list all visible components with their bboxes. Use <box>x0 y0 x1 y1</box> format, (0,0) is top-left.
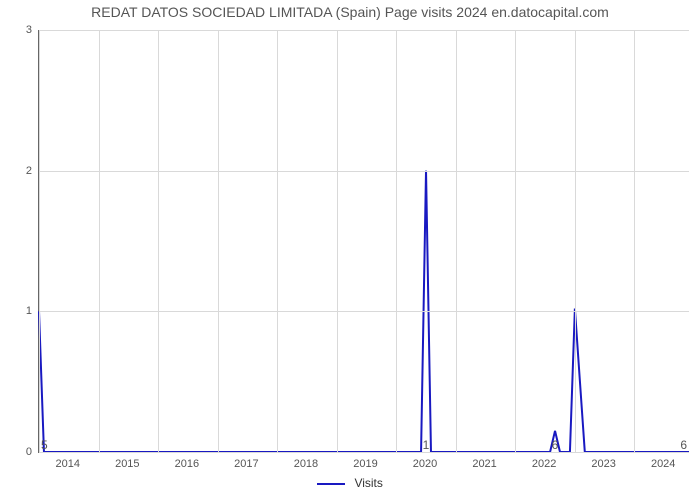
grid-vertical <box>575 30 576 452</box>
legend-label: Visits <box>354 476 382 490</box>
grid-vertical <box>456 30 457 452</box>
x-tick-label: 2016 <box>175 458 199 470</box>
x-tick-label: 2021 <box>472 458 496 470</box>
chart-legend: Visits <box>0 476 700 490</box>
x-tick-label: 2018 <box>294 458 318 470</box>
x-tick-label: 2015 <box>115 458 139 470</box>
grid-horizontal <box>39 311 689 312</box>
x-tick-label: 2014 <box>56 458 80 470</box>
y-tick-label: 3 <box>26 24 32 36</box>
x-tick-label: 2022 <box>532 458 556 470</box>
x-tick-label: 2023 <box>591 458 615 470</box>
grid-vertical <box>39 30 40 452</box>
y-tick-label: 0 <box>26 446 32 458</box>
grid-horizontal <box>39 30 689 31</box>
x-tick-label: 2020 <box>413 458 437 470</box>
grid-vertical <box>515 30 516 452</box>
grid-vertical <box>218 30 219 452</box>
x-tick-label: 2024 <box>651 458 675 470</box>
grid-vertical <box>99 30 100 452</box>
legend-swatch <box>317 483 345 485</box>
grid-vertical <box>158 30 159 452</box>
y-tick-label: 1 <box>26 305 32 317</box>
x-tick-label: 2019 <box>353 458 377 470</box>
grid-vertical <box>396 30 397 452</box>
plot-area: 5166 <box>38 30 689 453</box>
grid-vertical <box>277 30 278 452</box>
grid-vertical <box>337 30 338 452</box>
y-tick-label: 2 <box>26 165 32 177</box>
grid-horizontal <box>39 452 689 453</box>
visits-chart: REDAT DATOS SOCIEDAD LIMITADA (Spain) Pa… <box>0 0 700 500</box>
grid-vertical <box>634 30 635 452</box>
grid-horizontal <box>39 171 689 172</box>
chart-title: REDAT DATOS SOCIEDAD LIMITADA (Spain) Pa… <box>0 4 700 20</box>
x-tick-label: 2017 <box>234 458 258 470</box>
visits-line-series <box>39 30 689 452</box>
